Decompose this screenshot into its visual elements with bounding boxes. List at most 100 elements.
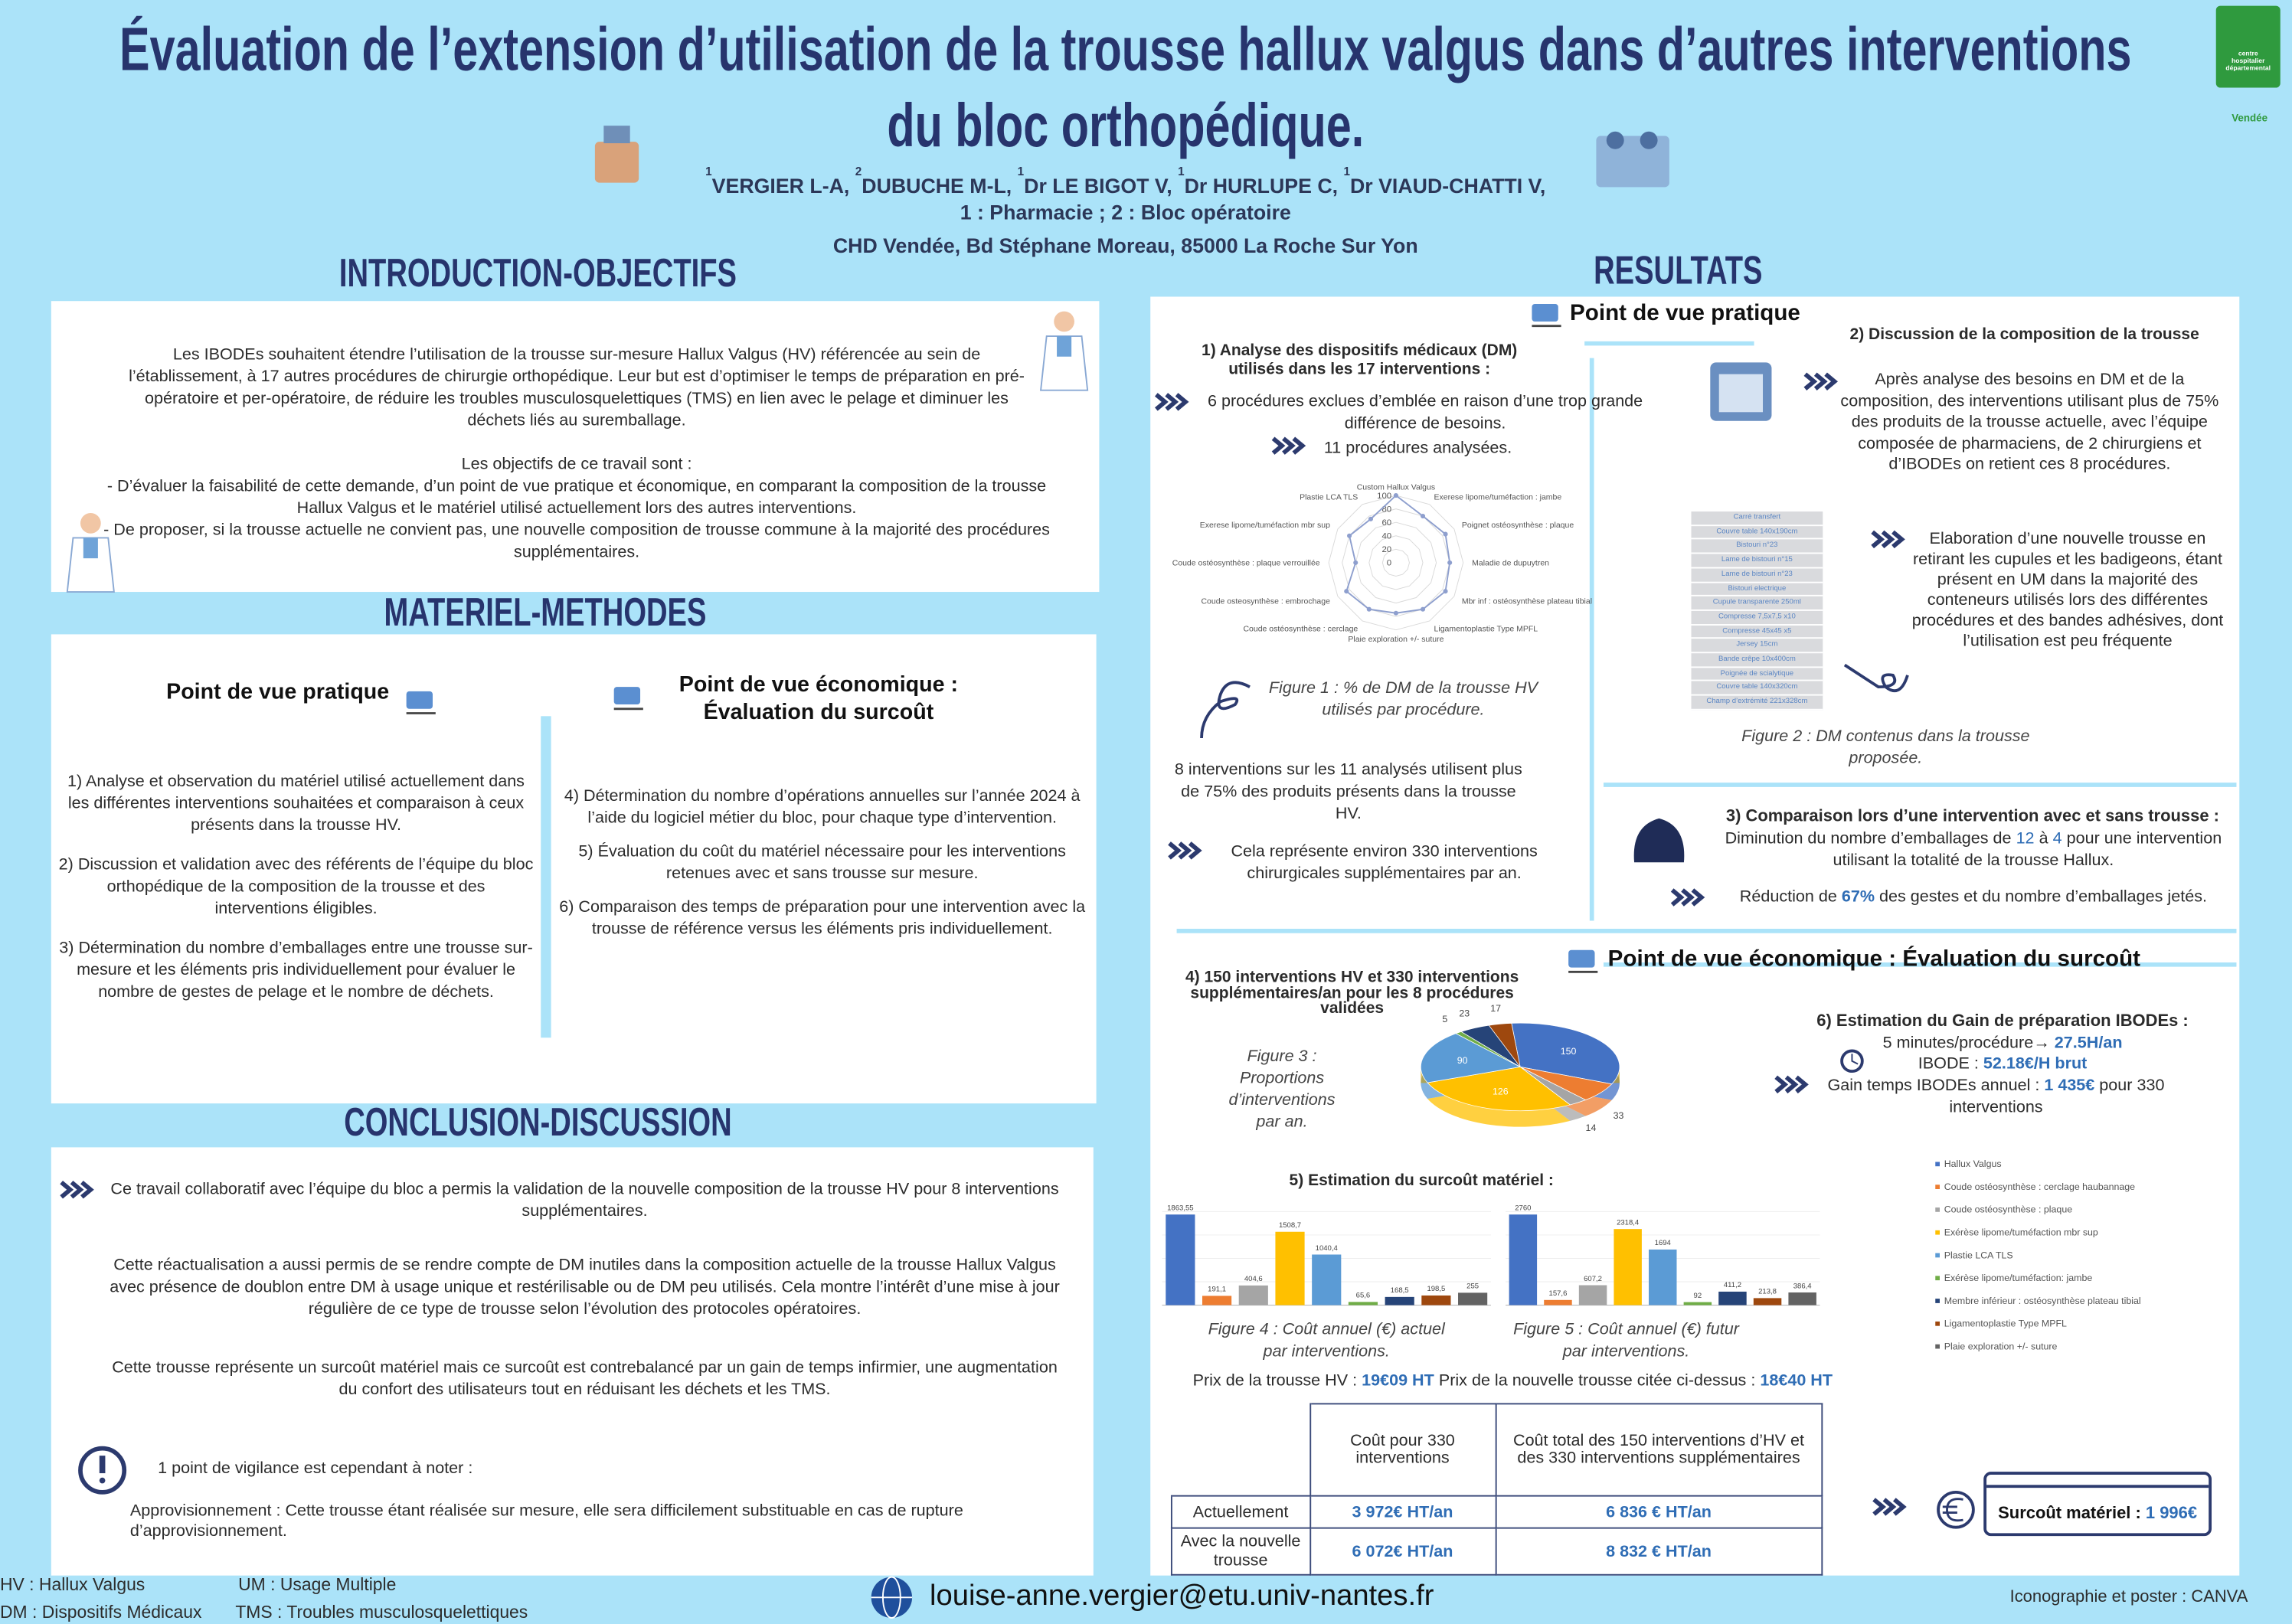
figure2-item: Couvre table 140x320cm <box>1691 681 1823 696</box>
method-item: 1) Analyse et observation du matériel ut… <box>67 773 525 835</box>
category-label: Poignet ostéosynthèse : plaque <box>1462 521 1574 530</box>
author-name: VERGIER L-A, <box>711 173 850 198</box>
table-cell: 6 836 € HT/an <box>1494 1495 1823 1529</box>
abbreviation: UM : Usage Multiple <box>238 1573 397 1595</box>
value-label: 1863,55 <box>1167 1204 1193 1212</box>
text: pour 330 interventions <box>1949 1077 2165 1117</box>
icon <box>594 142 639 183</box>
bullet-chevron <box>1168 841 1182 860</box>
icon <box>603 126 630 144</box>
bar <box>1683 1302 1712 1305</box>
bar <box>1312 1254 1342 1305</box>
category-label: Ligamentoplastie Type MPFL <box>1434 626 1538 634</box>
legend-swatch <box>1935 1253 1940 1258</box>
doctor-icon <box>80 512 101 534</box>
tick-label: 0 <box>1387 559 1391 568</box>
text: Prix de la nouvelle trousse citée ci-des… <box>1438 1372 1756 1390</box>
figure2-item: Jersey 15cm <box>1691 639 1823 654</box>
kit-icon <box>1718 374 1764 413</box>
text: Surcoût matériel : <box>1998 1505 2141 1523</box>
subtitle-line: Point de vue économique : <box>678 672 959 698</box>
bullet-chevron <box>1882 1498 1897 1516</box>
bar <box>1275 1231 1305 1305</box>
clock-icon <box>1851 1054 1859 1065</box>
author-affiliation: 1 <box>1017 165 1025 178</box>
logo: centre hospitalier départemental Vendée <box>2215 5 2284 132</box>
paragraph: - D’évaluer la faisabilité de cette dema… <box>106 478 1047 518</box>
figure2-item: Cupule transparente 250ml <box>1691 596 1823 611</box>
results-panel <box>1150 296 2240 1576</box>
figure-caption: Figure 2 : DM contenus dans la trousse p… <box>1741 727 2030 768</box>
author-affiliation: 1 <box>1178 165 1185 178</box>
figure-caption: Figure 3 : Proportions d’interventions p… <box>1228 1047 1336 1132</box>
extra-interventions: Cela représente environ 330 intervention… <box>1231 843 1538 883</box>
method-item: 4) Détermination du nombre d’opérations … <box>564 787 1081 828</box>
bullet-chevron <box>1165 393 1179 411</box>
analysis-count: 11 procédures analysées. <box>1323 439 1512 458</box>
figure2-item: Compresse 45x45 x5 <box>1691 625 1823 639</box>
author: 1Dr LE BIGOT V, <box>1018 165 1172 197</box>
pie-slice <box>1488 1022 1521 1067</box>
value-label: 2760 <box>1515 1204 1531 1212</box>
author-affiliation: 2 <box>855 165 862 178</box>
method-item: 3) Détermination du nombre d’emballages … <box>59 939 533 1002</box>
bullet-chevron <box>1691 888 1705 907</box>
grid-line <box>1381 548 1410 577</box>
legend-swatch <box>1935 1230 1940 1235</box>
cart-icon <box>1532 304 1558 322</box>
bar <box>1649 1249 1677 1305</box>
euro-icon <box>1937 1490 1975 1529</box>
grid-line <box>1328 495 1464 631</box>
category-label: Plastie LCA TLS <box>1300 494 1358 502</box>
logo-place: Vendée <box>2232 113 2268 125</box>
bar <box>1166 1214 1195 1305</box>
author-name: Dr VIAUD-CHATTI V, <box>1349 173 1546 198</box>
table-header-cell: Coût pour 330 interventions <box>1309 1403 1496 1497</box>
category-label: Exerese lipome/tuméfaction mbr sup <box>1200 521 1330 530</box>
method-item: 6) Comparaison des temps de préparation … <box>559 898 1086 939</box>
comparison-reduction: Réduction de 67% des gestes et du nombre… <box>1710 887 2236 910</box>
figure2-item: Lame de bistouri n°23 <box>1691 568 1823 583</box>
figure-caption: Figure 5 : Coût annuel (€) futur par int… <box>1513 1321 1739 1361</box>
value-label: 1694 <box>1655 1239 1672 1247</box>
legend-label: Exérèse lipome/tuméfaction: jambe <box>1944 1273 2093 1283</box>
bar <box>1544 1299 1572 1305</box>
table-cell: 6 072€ HT/an <box>1309 1527 1496 1576</box>
grid-line <box>1355 521 1437 604</box>
value-label: 198,5 <box>1427 1285 1445 1293</box>
paragraph: Les IBODEs souhaitent étendre l’utilisat… <box>129 346 1025 430</box>
value-label: 255 <box>1466 1283 1479 1291</box>
bullet-chevron <box>1670 888 1685 907</box>
tick-label: 100 <box>1377 492 1391 501</box>
bullet-chevron <box>1872 1498 1887 1516</box>
vigilance: 1 point de vigilance est cependant à not… <box>158 1459 473 1478</box>
highlight: 67% <box>1841 888 1875 907</box>
icon <box>1640 131 1658 149</box>
slice-label: 150 <box>1561 1046 1577 1057</box>
surcost-title: 5) Estimation du surcoût matériel : <box>1289 1171 1554 1190</box>
legend-swatch <box>1935 1162 1940 1167</box>
bullet-chevron <box>1188 841 1202 860</box>
slice-label: 14 <box>1586 1122 1597 1133</box>
table-cell: 8 832 € HT/an <box>1494 1527 1823 1576</box>
category-label: Plaie exploration +/- suture <box>1348 636 1444 644</box>
doctor-icon <box>1054 311 1074 332</box>
comparison-packs: Diminution du nombre d’emballages de 12 … <box>1718 828 2229 872</box>
methods-practical: 1) Analyse et observation du matériel ut… <box>58 772 534 1004</box>
email: louise-anne.vergier@etu.univ-nantes.fr <box>929 1580 1434 1613</box>
radar-point <box>1420 606 1426 612</box>
radar-point <box>1347 533 1352 538</box>
value-label: 404,6 <box>1244 1275 1263 1283</box>
value-label: 1040,4 <box>1316 1244 1339 1253</box>
value-label: 168,5 <box>1391 1286 1409 1295</box>
bar <box>1458 1292 1488 1305</box>
warning-icon <box>99 1477 106 1484</box>
highlight: 18€40 HT <box>1760 1372 1833 1390</box>
tick-label: 40 <box>1381 532 1391 541</box>
category-label: Exerese lipome/tuméfaction : jambe <box>1434 494 1562 502</box>
bar <box>1753 1298 1782 1305</box>
radar-point <box>1443 589 1448 594</box>
radar-point <box>1368 516 1374 521</box>
